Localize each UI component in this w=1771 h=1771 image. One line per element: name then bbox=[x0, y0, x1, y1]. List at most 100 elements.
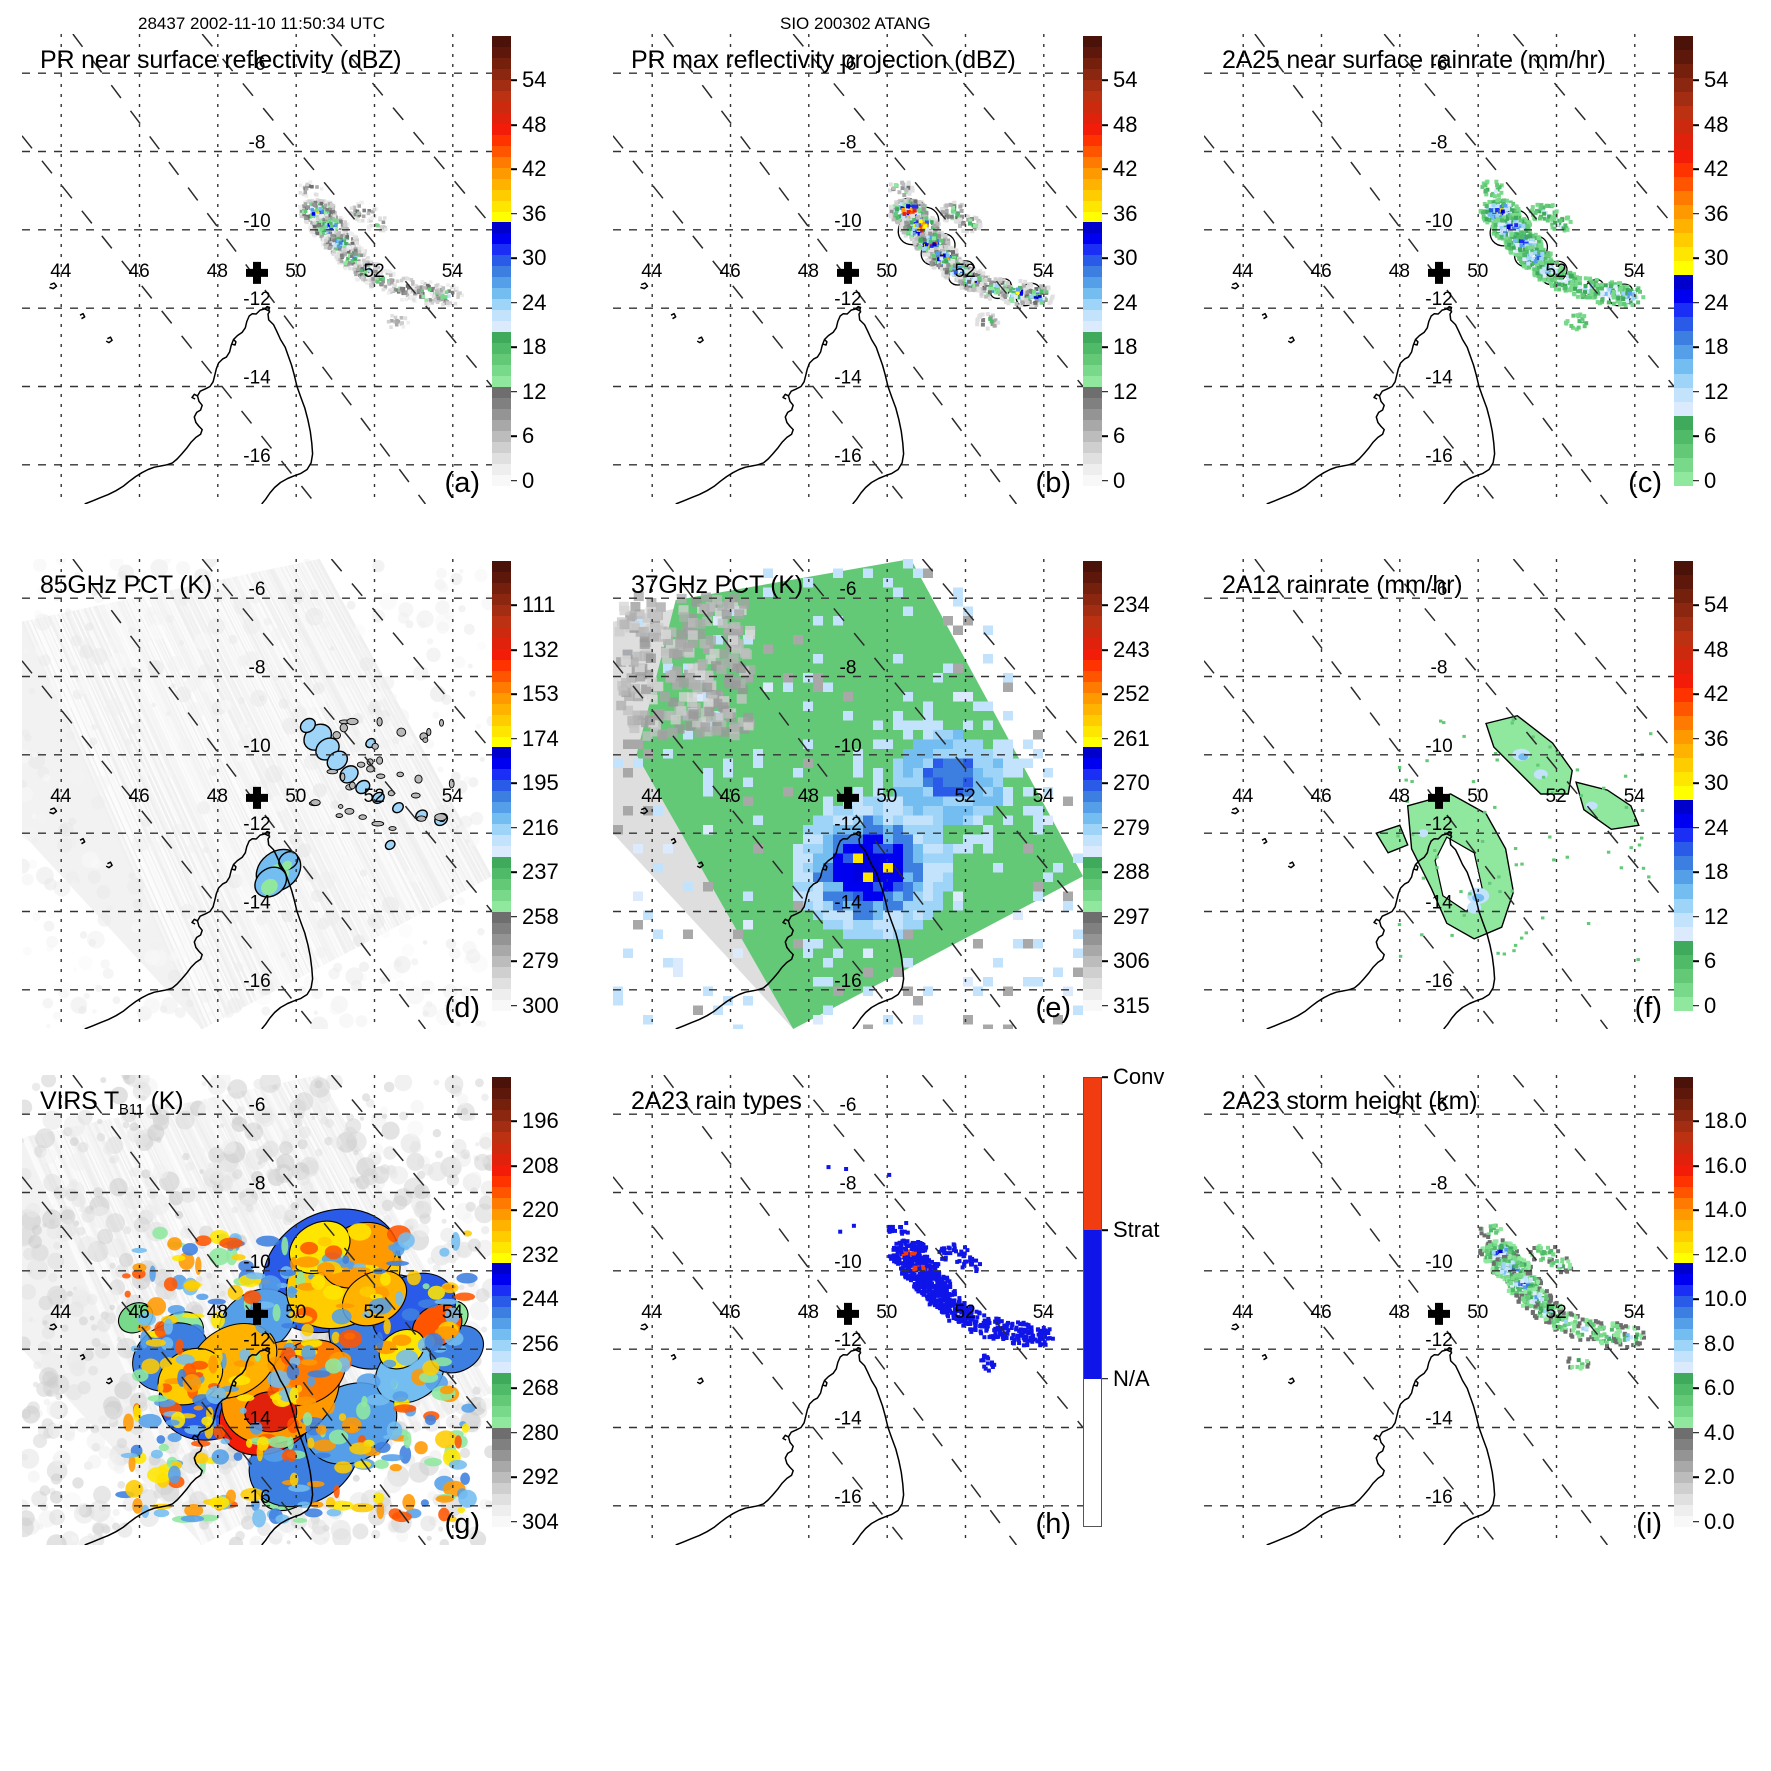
colorbar-band bbox=[492, 835, 511, 847]
colorbar-tick-label: Strat bbox=[1102, 1217, 1159, 1243]
colorbar-band bbox=[1083, 802, 1102, 814]
svg-text:48: 48 bbox=[798, 261, 819, 282]
colorbar-tick-label: 12 bbox=[511, 379, 546, 405]
colorbar-band bbox=[492, 966, 511, 978]
colorbar-tick-label: 54 bbox=[1693, 592, 1728, 618]
colorbar-band bbox=[1674, 898, 1693, 913]
colorbar-band bbox=[492, 145, 511, 157]
colorbar-band bbox=[1674, 162, 1693, 177]
colorbar-band bbox=[492, 1087, 511, 1099]
colorbar-ticks: 111 132 153 174 195 216 237 258 279 300 bbox=[511, 561, 581, 1017]
colorbar-band bbox=[492, 354, 511, 366]
colorbar-band bbox=[1674, 50, 1693, 65]
colorbar-tick-label: 300 bbox=[511, 993, 559, 1019]
colorbar-band bbox=[492, 156, 511, 168]
colorbar-band bbox=[492, 123, 511, 135]
colorbar-band bbox=[492, 1318, 511, 1330]
colorbar-band bbox=[1674, 78, 1693, 93]
svg-text:-14: -14 bbox=[1425, 368, 1453, 389]
colorbar-band bbox=[1083, 725, 1102, 737]
colorbar-band bbox=[1083, 397, 1102, 409]
svg-text:-6: -6 bbox=[249, 579, 266, 600]
colorbar-tick-label: 24 bbox=[1693, 815, 1728, 841]
colorbar-band bbox=[492, 343, 511, 355]
svg-text:-12: -12 bbox=[834, 289, 861, 310]
colorbar-band bbox=[492, 637, 511, 649]
colorbar-band bbox=[1674, 148, 1693, 163]
colorbar-band bbox=[492, 1252, 511, 1264]
map-canvas: 44 46 48 50 52 54 -6 -8 -10 -12 -14 -16 bbox=[1204, 34, 1674, 504]
svg-text:-10: -10 bbox=[834, 211, 861, 232]
colorbar-pct85: 111 132 153 174 195 216 237 258 279 300 bbox=[492, 561, 559, 1018]
colorbar-band bbox=[492, 659, 511, 671]
colorbar-band bbox=[1083, 868, 1102, 880]
colorbar-band bbox=[492, 747, 511, 759]
colorbar-band bbox=[1674, 1471, 1693, 1483]
colorbar-band bbox=[492, 1197, 511, 1209]
svg-text:-14: -14 bbox=[243, 893, 271, 914]
colorbar-tick-label: 0 bbox=[1693, 993, 1716, 1019]
colorbar-band bbox=[492, 299, 511, 311]
colorbar-band bbox=[492, 321, 511, 333]
colorbar-band bbox=[1674, 246, 1693, 261]
colorbar-tick-label: 6 bbox=[511, 423, 534, 449]
colorbar-tick-label: 24 bbox=[1693, 290, 1728, 316]
panel-f: 2A12 rainrate (mm/hr) 44 46 48 50 52 54 -6 -8 -10… bbox=[1204, 559, 1674, 1029]
colorbar-band bbox=[1674, 331, 1693, 346]
colorbar-band bbox=[1674, 912, 1693, 927]
panel-title: 2A12 rainrate (mm/hr) bbox=[1222, 571, 1463, 599]
colorbar-band bbox=[1674, 1077, 1693, 1088]
colorbar-band-strat bbox=[1083, 1230, 1102, 1379]
colorbar-band bbox=[1674, 589, 1693, 604]
colorbar-tick-label: 36 bbox=[1693, 726, 1728, 752]
svg-text:48: 48 bbox=[207, 261, 228, 282]
colorbar-band bbox=[492, 1351, 511, 1363]
svg-text:44: 44 bbox=[50, 261, 72, 282]
svg-text:48: 48 bbox=[207, 786, 228, 807]
colorbar-band bbox=[1083, 769, 1102, 781]
colorbar-band bbox=[1674, 1395, 1693, 1407]
colorbar-tick-label: 12 bbox=[1102, 379, 1137, 405]
colorbar-band bbox=[492, 912, 511, 923]
colorbar-band bbox=[492, 46, 511, 58]
colorbar-band bbox=[492, 890, 511, 902]
colorbar-band bbox=[1083, 244, 1102, 256]
colorbar-band bbox=[1083, 659, 1102, 671]
colorbar-band bbox=[1083, 145, 1102, 157]
colorbar-tick-label: 0 bbox=[511, 468, 534, 494]
colorbar-band bbox=[492, 430, 511, 442]
colorbar-tick-label: 8.0 bbox=[1693, 1331, 1735, 1357]
colorbar-tick-label: 232 bbox=[511, 1242, 559, 1268]
svg-text:-8: -8 bbox=[1431, 133, 1448, 154]
svg-text:-6: -6 bbox=[249, 54, 266, 75]
colorbar-tick-label: 297 bbox=[1102, 904, 1150, 930]
panel-c: 2A25 near surface rainrate (mm/hr) 44 46 48… bbox=[1204, 34, 1674, 504]
colorbar-band-na bbox=[1083, 1378, 1102, 1527]
svg-text:48: 48 bbox=[1389, 261, 1410, 282]
colorbar-band bbox=[492, 879, 511, 891]
colorbar-tick-label: 4.0 bbox=[1693, 1420, 1735, 1446]
panel-b: PR max reflectivity projection (dBZ) 44 46… bbox=[613, 34, 1083, 504]
svg-text:54: 54 bbox=[442, 261, 464, 282]
colorbar-band bbox=[492, 178, 511, 190]
colorbar-band bbox=[492, 1219, 511, 1231]
svg-text:-14: -14 bbox=[834, 368, 862, 389]
colorbar-band bbox=[492, 977, 511, 989]
colorbar-tick-label: 36 bbox=[1693, 201, 1728, 227]
colorbar-band bbox=[492, 1428, 511, 1439]
colorbar-band bbox=[1083, 266, 1102, 278]
colorbar-band bbox=[1674, 575, 1693, 590]
panel-title: 2A23 storm height (km) bbox=[1222, 1087, 1478, 1115]
colorbar-band bbox=[1083, 101, 1102, 113]
panel-title: 85GHz PCT (K) bbox=[40, 571, 212, 599]
panel-title: PR max reflectivity projection (dBZ) bbox=[631, 46, 1016, 74]
colorbar-band bbox=[492, 68, 511, 80]
colorbar-band bbox=[1674, 1098, 1693, 1110]
colorbar-band bbox=[1674, 757, 1693, 772]
colorbar-band bbox=[492, 1307, 511, 1319]
colorbar-band bbox=[1674, 36, 1693, 51]
svg-text:44: 44 bbox=[641, 261, 663, 282]
colorbar-band bbox=[1674, 1406, 1693, 1418]
svg-text:46: 46 bbox=[129, 261, 150, 282]
colorbar-band bbox=[1674, 317, 1693, 332]
